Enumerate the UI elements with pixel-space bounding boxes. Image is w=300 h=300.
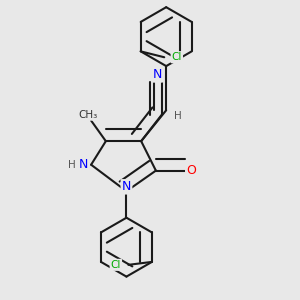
- Text: Cl: Cl: [172, 52, 182, 62]
- Text: N: N: [79, 158, 88, 171]
- Text: O: O: [186, 164, 196, 177]
- Text: N: N: [153, 68, 162, 81]
- Text: CH₃: CH₃: [79, 110, 98, 120]
- Text: H: H: [174, 111, 182, 121]
- Text: Cl: Cl: [111, 260, 121, 270]
- Text: H: H: [68, 160, 76, 170]
- Text: N: N: [122, 180, 131, 193]
